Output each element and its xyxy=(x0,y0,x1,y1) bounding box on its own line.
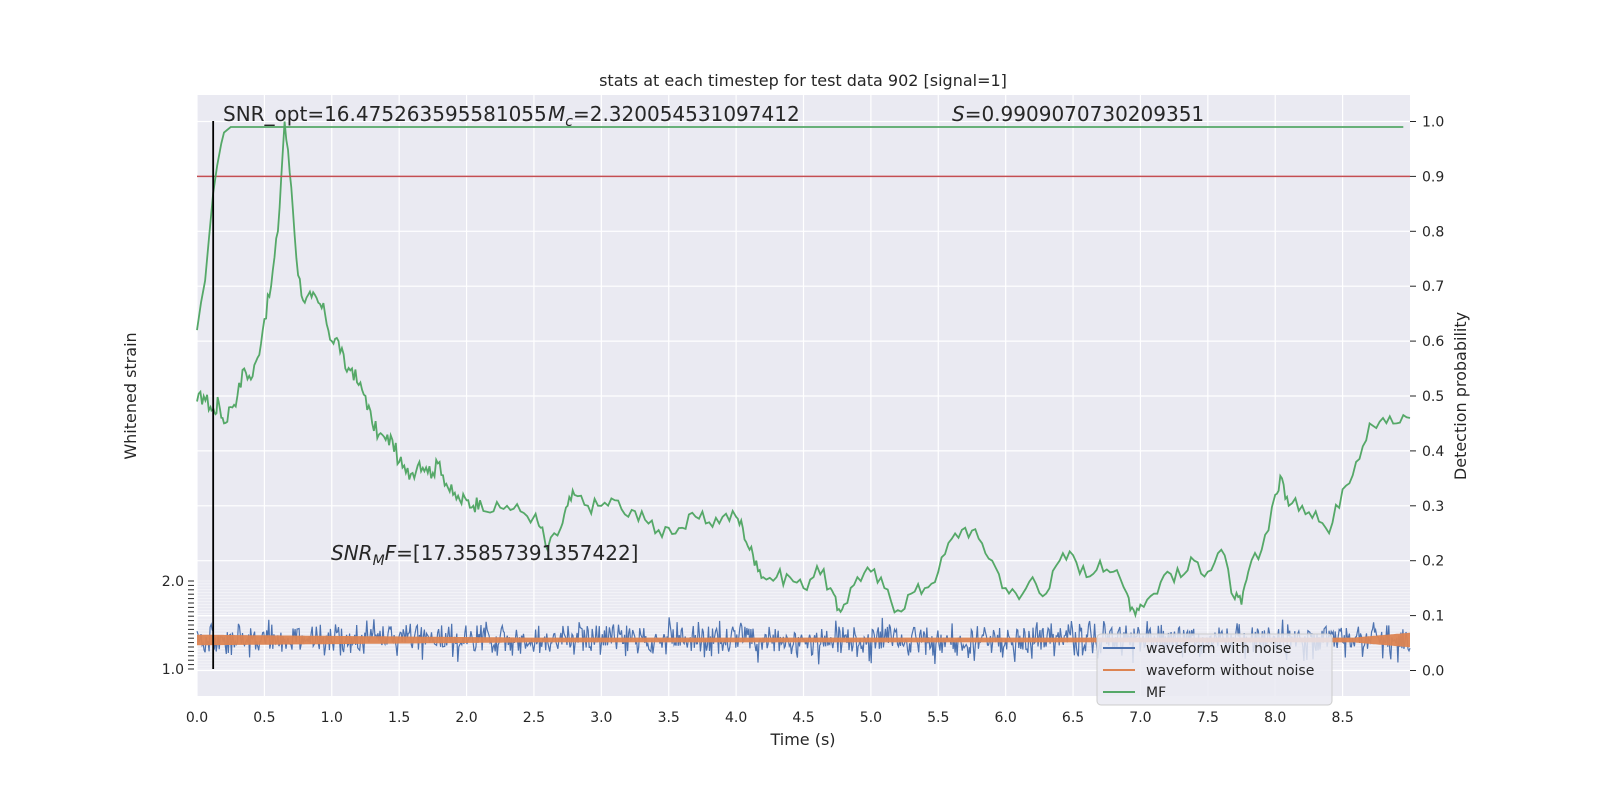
x-axis-label: Time (s) xyxy=(769,730,835,749)
x-tick-label: 8.5 xyxy=(1331,710,1353,726)
detection-probability-line xyxy=(196,126,1404,331)
snr-mf-annotation: SNRMF=[17.35857391357422] xyxy=(331,541,639,569)
legend-label-clean: waveform without noise xyxy=(1146,663,1314,679)
snr-mf-symbol: SNR xyxy=(331,541,373,565)
legend-box xyxy=(1096,633,1333,706)
chart-title: stats at each timestep for test data 902… xyxy=(599,71,1007,90)
x-tick-label: 7.5 xyxy=(1197,710,1219,726)
mf-line xyxy=(196,121,1411,619)
x-tick-label: 2.5 xyxy=(523,710,545,726)
right-y-axis-label: Detection probability xyxy=(1451,312,1470,480)
s-value: =0.9909070730209351 xyxy=(965,102,1204,126)
x-tick-labels: 0.0 0.5 1.0 1.5 2.0 2.5 3.0 3.5 4.0 4.5 5.0 5.5 6.0 6… xyxy=(186,710,1354,726)
strain-without-noise-band xyxy=(197,632,1410,648)
right-y-tick-label: 0.9 xyxy=(1422,169,1444,185)
snr-opt-annotation: SNR_opt=16.475263595581055 xyxy=(223,102,547,126)
mc-subscript: c xyxy=(565,114,573,130)
right-y-tick-label: 0.2 xyxy=(1422,554,1444,570)
x-tick-label: 4.0 xyxy=(725,710,747,726)
right-y-tick-label: 0.0 xyxy=(1422,664,1444,680)
right-y-tick-label: 1.0 xyxy=(1422,115,1444,131)
right-y-tick-label: 0.4 xyxy=(1422,444,1444,460)
strain-tick-label-bottom: 1.0 xyxy=(162,662,184,678)
legend-label-noise: waveform with noise xyxy=(1146,641,1291,657)
x-tick-label: 1.5 xyxy=(388,710,410,726)
left-y-axis-label: Whitened strain xyxy=(121,332,140,459)
right-y-tick-label: 0.7 xyxy=(1422,279,1444,295)
x-tick-label: 3.0 xyxy=(590,710,612,726)
legend-label-mf: MF xyxy=(1146,685,1166,701)
x-tick-label: 3.5 xyxy=(658,710,680,726)
mf-series xyxy=(196,121,1411,619)
x-tick-label: 4.5 xyxy=(792,710,814,726)
strain-tick-label-top: 2.0 xyxy=(162,574,184,590)
x-tick-label: 6.5 xyxy=(1062,710,1084,726)
detection-probability-series xyxy=(196,126,1404,331)
strain-axis-grid xyxy=(197,580,1410,670)
x-tick-label: 1.0 xyxy=(321,710,343,726)
mc-symbol: M xyxy=(548,102,565,126)
s-annotation: S=0.9909070730209351 xyxy=(952,102,1204,126)
right-y-tick-label: 0.1 xyxy=(1422,609,1444,625)
x-tick-label: 0.5 xyxy=(253,710,275,726)
strain-tick-labels: 2.0 1.0 xyxy=(162,574,194,678)
x-tick-label: 2.0 xyxy=(455,710,477,726)
snr-mf-value: =[17.35857391357422] xyxy=(396,541,638,565)
right-y-tick-label: 0.5 xyxy=(1422,389,1444,405)
x-tick-label: 7.0 xyxy=(1129,710,1151,726)
x-tick-label: 8.0 xyxy=(1264,710,1286,726)
x-tick-label: 0.0 xyxy=(186,710,208,726)
s-symbol: S xyxy=(952,102,965,126)
right-y-tick-labels: 0.0 0.1 0.2 0.3 0.4 0.5 0.6 0.7 0.8 0.9 1.0 xyxy=(1410,115,1444,680)
right-y-tick-label: 0.6 xyxy=(1422,334,1444,350)
x-tick-label: 5.5 xyxy=(927,710,949,726)
snr-mf-f: F xyxy=(385,541,397,565)
legend: waveform with noise waveform without noi… xyxy=(1096,633,1333,706)
x-tick-label: 5.0 xyxy=(860,710,882,726)
right-y-tick-label: 0.3 xyxy=(1422,499,1444,515)
mc-value: =2.320054531097412 xyxy=(573,102,800,126)
snr-mf-subscript: M xyxy=(373,553,385,569)
mc-annotation: Mc=2.320054531097412 xyxy=(548,102,800,130)
x-tick-label: 6.0 xyxy=(995,710,1017,726)
right-y-tick-label: 0.8 xyxy=(1422,224,1444,240)
